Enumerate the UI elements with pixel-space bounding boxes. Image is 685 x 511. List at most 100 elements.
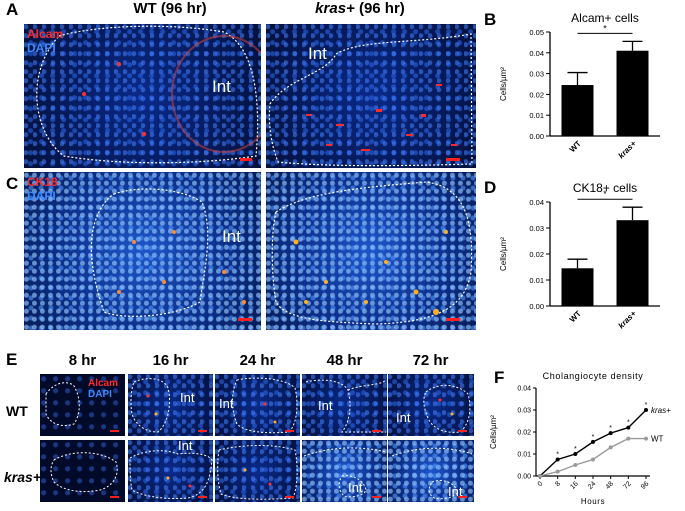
timepoint-label: 72 hr [412, 352, 449, 369]
int-label: Int [219, 396, 234, 411]
y-tick-label: 0.02 [529, 250, 544, 259]
y-tick-label: 0.01 [529, 276, 544, 285]
scale-bar [285, 430, 294, 432]
significance-star: * [645, 402, 648, 409]
chart-f-svg: Cholangiocyte density 0.00 0.01 0.02 0.03 0.0… [489, 371, 671, 506]
chart-title: Cholangiocyte density [543, 371, 644, 381]
y-tick-label: 0.02 [529, 90, 544, 99]
scale-bar [446, 158, 460, 161]
micrograph-e-wt-72hr: Int [388, 374, 474, 436]
micrograph-e-kras-16hr: Int [128, 440, 213, 502]
x-tick-label: 48 [605, 480, 616, 491]
stain-dapi: DAPI [27, 189, 56, 203]
chart-title: Alcam+ cells [571, 11, 639, 25]
significance-star: * [609, 425, 612, 432]
x-tick-label: 72 [622, 480, 633, 491]
series-point [573, 463, 578, 467]
tissue-outline [217, 445, 298, 500]
tissue-outline [129, 450, 213, 499]
series-point [555, 457, 560, 462]
significance-star: * [574, 446, 577, 453]
micrograph-a-wt: Alcam DAPI Int [24, 24, 261, 168]
stain-dapi: DAPI [88, 389, 112, 400]
series-point [608, 445, 613, 450]
series-point [555, 469, 560, 474]
series-point [626, 425, 631, 430]
int-label: Int [396, 410, 411, 425]
bar [616, 220, 649, 306]
y-tick-label: 0.01 [517, 452, 531, 459]
chart-d: CK18+ cells 0.00 0.01 0.02 0.03 0.04 Cells/µm²… [484, 176, 684, 341]
x-tick-label: 8 [554, 480, 562, 488]
series-point [591, 457, 595, 462]
panel-letter-f: F [494, 368, 505, 387]
tissue-outline [45, 382, 80, 427]
scale-bar [446, 318, 460, 321]
stain-alcam: Alcam [27, 27, 64, 41]
x-tick-label: kras+ [617, 139, 639, 161]
series-point [538, 474, 542, 478]
scale-bar [110, 496, 119, 498]
scale-bar [238, 318, 252, 321]
y-axis-label: Cells/µm² [489, 415, 498, 449]
panel-letter-a: A [6, 0, 19, 19]
int-label: Int [348, 480, 363, 495]
tissue-outline [90, 188, 246, 317]
tissue-outline [130, 378, 171, 433]
x-axis-label: Hours [581, 497, 605, 506]
y-tick-label: 0.00 [529, 302, 544, 311]
row-label-kras: kras+ [4, 469, 41, 485]
stain-legend-e: Alcam DAPI [88, 378, 118, 400]
y-tick-label: 0.01 [529, 111, 544, 120]
series-point [644, 436, 648, 441]
scale-bar [372, 496, 381, 498]
int-label: Int [222, 227, 241, 246]
int-label: Int [308, 44, 327, 63]
tissue-outline [271, 181, 473, 325]
scale-bar [240, 158, 252, 161]
tissue-outline [303, 447, 387, 498]
y-tick-label: 0.04 [529, 198, 544, 207]
bar [616, 50, 649, 136]
series-label: WT [651, 435, 664, 444]
micrograph-e-wt-8hr: Alcam DAPI [40, 374, 125, 436]
tissue-outline [36, 25, 261, 164]
panel-letter-e: E [6, 350, 18, 369]
stain-dapi: DAPI [27, 41, 56, 55]
y-tick-label: 0.03 [529, 70, 544, 79]
tissue-outline [268, 33, 473, 167]
panel-letter-d: D [484, 178, 497, 197]
tissue-outline [391, 447, 473, 500]
x-tick-label: 24 [587, 480, 598, 491]
x-tick-label: 0 [537, 480, 545, 488]
y-tick-label: 0.00 [529, 132, 544, 141]
panel-a-title-wt: WT (96 hr) [133, 0, 207, 17]
significance-star: * [592, 434, 595, 441]
micrograph-e-wt-16hr: Int [128, 374, 213, 436]
micrograph-e-kras-8hr [40, 440, 125, 502]
int-label: Int [178, 440, 193, 453]
scale-bar [198, 496, 207, 498]
x-tick-label: 16 [569, 480, 580, 491]
scale-bar [372, 430, 381, 432]
stain-ck18: CK18 [27, 175, 58, 189]
panel-letter-c: C [6, 174, 19, 193]
row-label-wt: WT [6, 403, 28, 419]
chart-f: Cholangiocyte density 0.00 0.01 0.02 0.03 0.0… [482, 366, 685, 511]
micrograph-e-kras-24hr [215, 440, 300, 502]
x-tick-label: WT [568, 309, 583, 324]
y-tick-label: 0.02 [517, 430, 531, 437]
timepoint-label: 8 hr [68, 352, 97, 369]
scale-bar [458, 430, 467, 432]
stain-legend-a: Alcam DAPI [27, 27, 63, 55]
tissue-outline [232, 377, 298, 434]
scale-bar [198, 430, 207, 432]
chart-title: CK18+ cells [573, 181, 637, 195]
micrograph-a-kras: Int [266, 24, 476, 168]
panel-a-title-kras: kras+ (96 hr) [290, 0, 430, 17]
stain-legend-c: CK18 DAPI [27, 175, 58, 203]
y-tick-label: 0.05 [529, 28, 544, 37]
panel-letter-b: B [484, 10, 497, 29]
series-point [644, 408, 648, 412]
scale-bar [458, 496, 467, 498]
